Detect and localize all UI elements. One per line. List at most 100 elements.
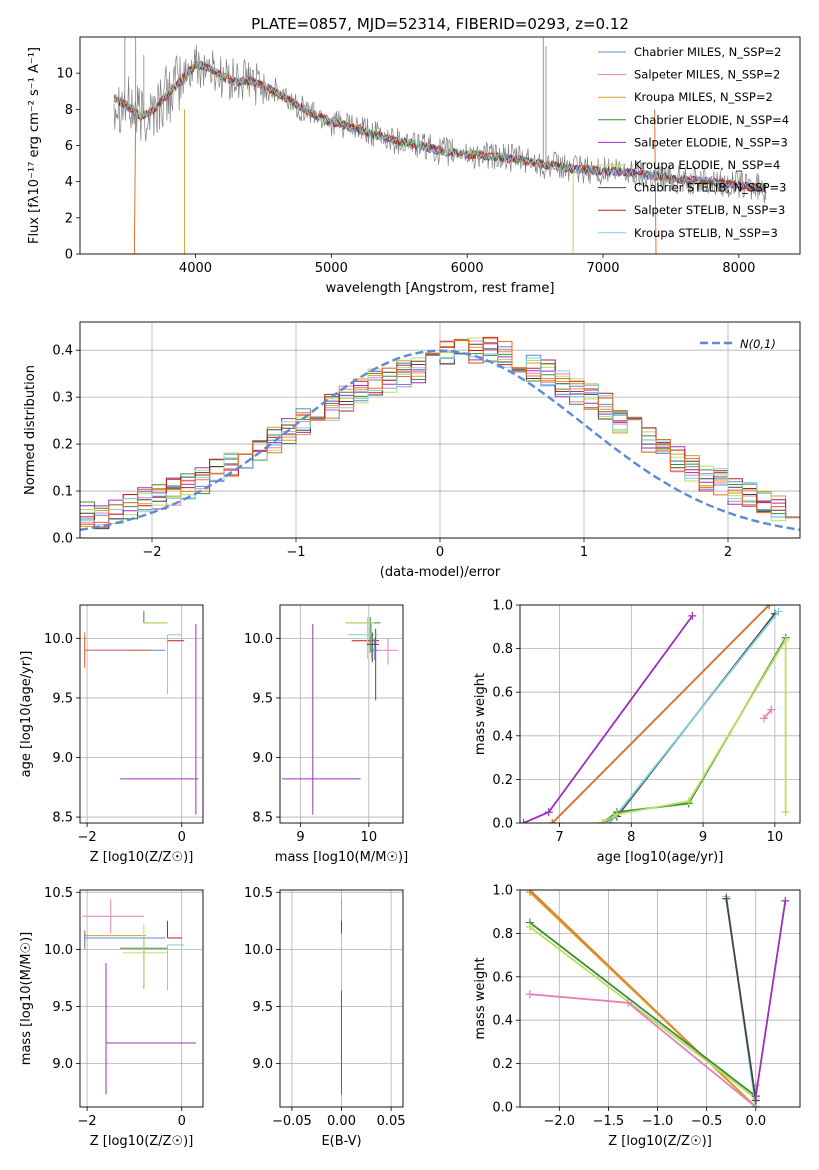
weight-marker (774, 607, 783, 616)
x-tick-label: 9 (699, 830, 707, 845)
weight-line-0 (523, 615, 694, 823)
errorbar-point (82, 899, 144, 934)
y-tick-label: 0.2 (492, 1057, 513, 1072)
normal-curve (80, 349, 800, 531)
x-tick-label: 8000 (722, 261, 755, 276)
y-tick-label: 0.6 (492, 970, 513, 985)
y-tick-label: 9.0 (252, 751, 273, 766)
weight-marker (765, 605, 774, 609)
y-tick-label: 0.2 (492, 773, 513, 788)
x-tick-label: 0.00 (327, 1114, 356, 1129)
weight-marker (781, 896, 790, 905)
y-tick-label: 0.3 (52, 391, 73, 406)
axes-frame (79, 36, 801, 255)
x-axis-label: wavelength [Angstrom, rest frame] (326, 281, 555, 296)
errorbar-point (347, 622, 379, 659)
errorbar-point (167, 944, 185, 991)
legend-label: Salpeter MILES, N_SSP=2 (634, 68, 780, 82)
x-tick-label: 0 (178, 830, 186, 845)
y-tick-label: 10.0 (244, 943, 273, 958)
weight-marker (722, 894, 731, 903)
plot-area (282, 616, 399, 815)
panel-mass-vs-z: −2 0 9.0 9.5 10.0 10.5 Z [log10(Z/Z☉)] mass [lo… (19, 886, 204, 1149)
y-tick-label: 0.8 (492, 927, 513, 942)
panel-age-vs-mass: 9 10 8.5 9.0 9.5 10.0 mass [log10(M/M☉)] (244, 604, 408, 865)
y-tick-label: 10.0 (44, 632, 73, 647)
y-tick-label: 0.0 (492, 1101, 513, 1116)
panel-mass-vs-ebv: −0.05 0.00 0.05 9.0 9.5 10.0 10.5 E(B-V) (244, 886, 406, 1149)
x-tick-label: −0.05 (272, 1114, 312, 1129)
legend-label: Chabrier STELIB, N_SSP=3 (634, 181, 786, 195)
errorbar-point (84, 932, 166, 950)
x-axis-label: mass [log10(M/M☉)] (275, 850, 408, 865)
y-tick-label: 0.1 (52, 485, 73, 500)
observed-spectrum (113, 44, 767, 204)
x-tick-label: 9 (296, 830, 304, 845)
x-tick-label: −1 (286, 545, 305, 560)
x-tick-label: 7000 (586, 261, 619, 276)
errorbar-point (282, 624, 361, 815)
x-tick-label: −1.5 (593, 1114, 625, 1129)
weight-marker (781, 808, 790, 817)
weight-marker (525, 990, 534, 999)
x-axis-label: age [log10(age/yr)] (597, 850, 724, 865)
plot-area (520, 605, 790, 823)
panel-age-vs-z: −2 0 8.5 9.0 9.5 10.0 Z [log10(Z/Z☉)] age [log1… (19, 604, 204, 865)
legend-label: Salpeter STELIB, N_SSP=3 (634, 203, 785, 217)
weight-marker (688, 611, 697, 620)
legend-label: Kroupa ELODIE, N_SSP=4 (634, 158, 780, 172)
axes-frame (519, 604, 801, 824)
errorbar-point (167, 634, 182, 695)
y-tick-label: 10.0 (44, 943, 73, 958)
y-tick-label: 0.2 (52, 438, 73, 453)
x-tick-label: 0.05 (377, 1114, 406, 1129)
weight-line-2 (551, 605, 770, 823)
panel-mass-weight-vs-z: −2.0 −1.5 −1.0 −0.5 0.0 0.0 0.2 0.4 0.6 0.8 1.0 Z [… (473, 884, 801, 1149)
x-tick-label: 4000 (179, 261, 212, 276)
y-axis-label: Flux [fλ10⁻¹⁷ erg cm⁻² s⁻¹ A⁻¹] (27, 47, 42, 244)
weight-line-1 (529, 891, 757, 1107)
plot-area (84, 610, 199, 815)
y-tick-label: 9.5 (52, 691, 73, 706)
y-tick-label: 0.4 (52, 344, 73, 359)
errorbar-point (122, 924, 168, 988)
weight-line-3 (602, 613, 776, 823)
y-tick-label: 0.0 (52, 532, 73, 547)
axes-frame (279, 889, 404, 1108)
x-tick-label: 0 (178, 1114, 186, 1129)
axes-frame (79, 889, 204, 1108)
model-spectrum-8 (113, 60, 767, 192)
weight-marker (548, 819, 557, 823)
y-axis-label: mass [log10(M/M☉)] (19, 932, 34, 1065)
weight-marker (684, 797, 693, 806)
x-axis-label: Z [log10(Z/Z☉)] (608, 1134, 712, 1149)
weight-line-3 (529, 926, 757, 1100)
spectrum-legend: Chabrier MILES, N_SSP=2 Salpeter MILES, N… (598, 45, 789, 240)
y-tick-label: 8 (65, 103, 73, 118)
weight-marker (781, 635, 790, 644)
x-tick-label: 0 (436, 545, 444, 560)
axes-frame (279, 604, 404, 824)
y-axis-label: Normed distribution (23, 365, 38, 495)
legend-label: Chabrier MILES, N_SSP=2 (634, 45, 781, 59)
x-axis-label: (data-model)/error (380, 565, 501, 580)
weight-line-2 (529, 921, 757, 1097)
y-tick-label: 10.5 (244, 886, 273, 901)
y-tick-label: 0.0 (492, 817, 513, 832)
x-tick-label: −2.0 (544, 1114, 576, 1129)
weight-line-6 (725, 898, 757, 1101)
histogram-8 (80, 352, 800, 526)
plot-area (525, 890, 790, 1107)
y-axis-label: mass weight (473, 673, 488, 755)
chart-title: PLATE=0857, MJD=52314, FIBERID=0293, z=0… (251, 15, 629, 33)
axes-frame (79, 604, 204, 824)
histogram-9 (80, 340, 800, 525)
x-axis-label: Z [log10(Z/Z☉)] (90, 850, 194, 865)
weight-line-7 (754, 900, 787, 1097)
legend-label: Salpeter ELODIE, N_SSP=3 (634, 135, 788, 149)
x-tick-label: 10 (767, 830, 784, 845)
y-tick-label: 0.4 (492, 729, 513, 744)
weight-marker (767, 705, 776, 714)
plot-area (80, 336, 800, 531)
x-tick-label: −2 (142, 545, 161, 560)
